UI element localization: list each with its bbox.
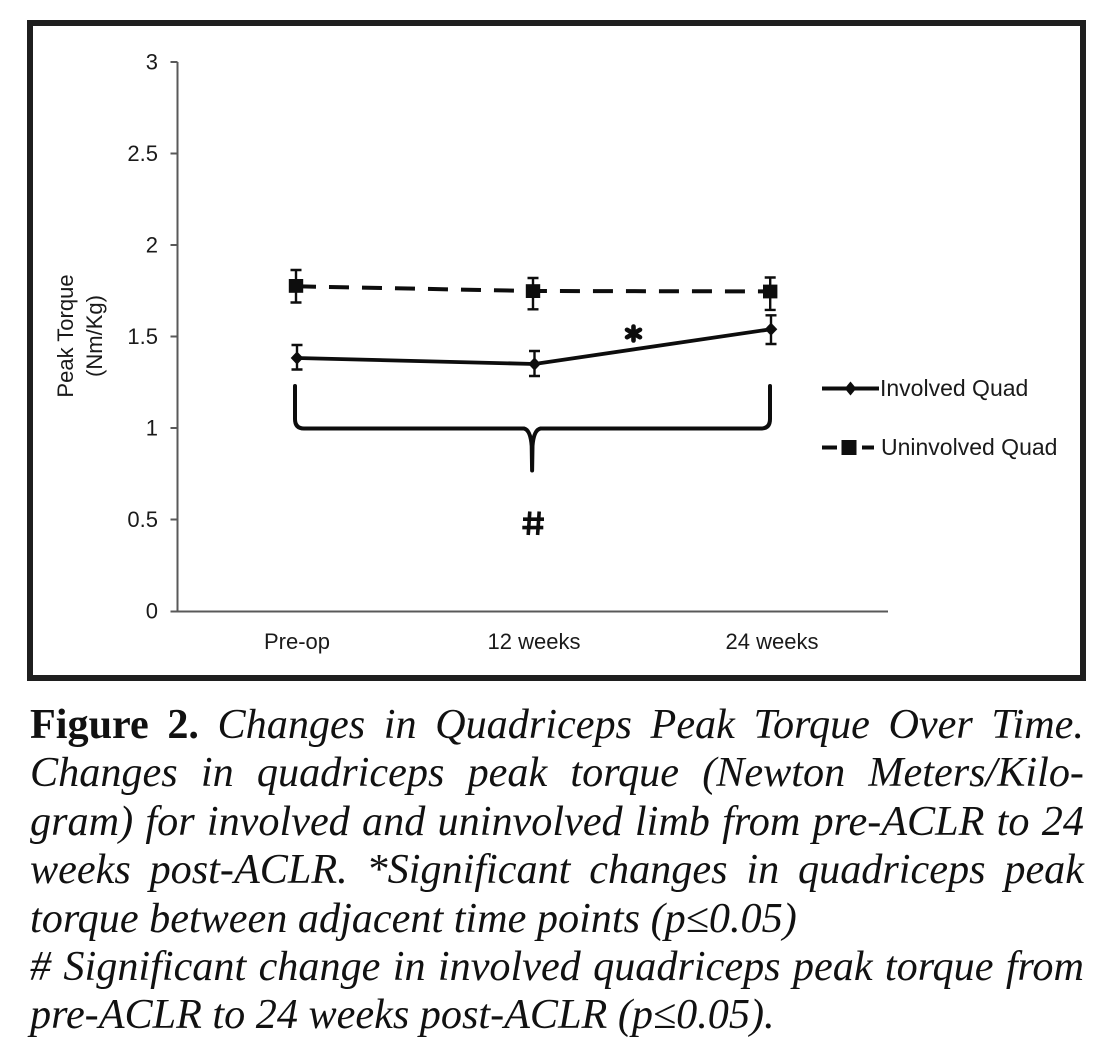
svg-text:Pre-op: Pre-op [264, 629, 330, 654]
svg-text:0: 0 [146, 599, 158, 624]
svg-text:24 weeks: 24 weeks [726, 629, 819, 654]
svg-text:0.5: 0.5 [127, 507, 158, 532]
svg-text:Uninvolved Quad: Uninvolved Quad [881, 434, 1057, 460]
svg-text:12 weeks: 12 weeks [488, 629, 581, 654]
svg-text:Peak Torque: Peak Torque [53, 274, 78, 397]
svg-text:1: 1 [146, 416, 158, 441]
svg-text:2.5: 2.5 [127, 141, 158, 166]
svg-text:Involved Quad: Involved Quad [880, 375, 1028, 401]
svg-text:2: 2 [146, 233, 158, 258]
svg-text:(Nm/Kg): (Nm/Kg) [82, 295, 107, 377]
svg-text:1.5: 1.5 [127, 324, 158, 349]
svg-text:3: 3 [146, 50, 158, 75]
